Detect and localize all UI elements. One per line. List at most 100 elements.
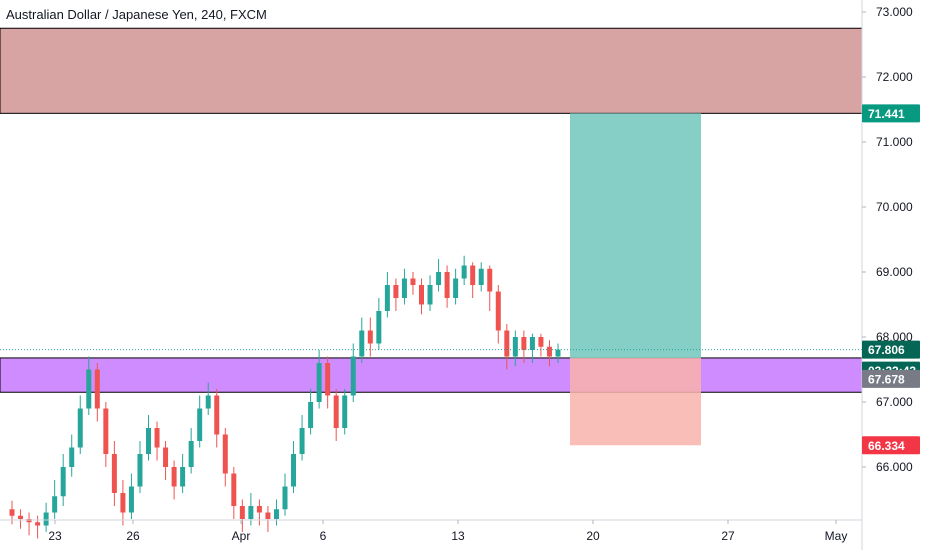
candle-body — [495, 291, 501, 331]
time-tick-label: 20 — [586, 529, 600, 543]
candle-body — [43, 512, 49, 526]
candles-layer — [9, 255, 561, 539]
candle-body — [359, 330, 365, 357]
price-tick-label: 71.000 — [876, 135, 913, 149]
time-tick-label: 26 — [126, 529, 140, 543]
candle-body — [111, 454, 117, 493]
candle-body — [342, 395, 348, 428]
candle-body — [60, 467, 66, 497]
zone-layer — [0, 27, 863, 446]
time-tick-label: 13 — [451, 529, 465, 543]
candle-body — [376, 311, 382, 344]
time-tick-label: May — [825, 529, 848, 543]
candle-body — [69, 447, 75, 467]
candle-body — [308, 402, 314, 428]
candle-body — [231, 473, 237, 506]
price-tick-label: 69.000 — [876, 265, 913, 279]
long-position-stop-zone[interactable] — [570, 357, 701, 446]
candle-body — [393, 285, 399, 298]
candle-body — [188, 441, 194, 467]
price-tick-label: 70.000 — [876, 200, 913, 214]
time-tick-label: 23 — [48, 529, 62, 543]
chart-title: Australian Dollar / Japanese Yen, 240, F… — [6, 7, 267, 22]
candle-body — [546, 346, 552, 357]
price-tick-label: 73.000 — [876, 5, 913, 19]
candle-body — [504, 330, 510, 357]
candle-body — [197, 408, 203, 441]
candle-body — [9, 509, 15, 516]
entry-price-label: 67.678 — [868, 372, 905, 386]
target-price-label-box — [862, 104, 920, 123]
candle-body — [137, 454, 143, 487]
candle-body — [222, 434, 228, 474]
candle-body — [333, 395, 339, 428]
candle-body — [77, 408, 83, 448]
candle-body — [478, 268, 484, 285]
candle-body — [120, 493, 126, 513]
candle-body — [205, 395, 211, 409]
candle-body — [214, 395, 220, 435]
price-tick-label: 66.000 — [876, 460, 913, 474]
candle-body — [444, 272, 450, 298]
target-price-label: 71.441 — [868, 107, 905, 121]
candle-body — [18, 515, 24, 519]
time-axis[interactable]: 23 26 Apr 6 13 20 27 May — [0, 519, 862, 543]
candle-body — [146, 428, 151, 454]
candle-body — [291, 454, 297, 487]
candle-body — [163, 447, 169, 467]
candle-body — [35, 522, 41, 526]
last-price-label: 67.806 — [868, 343, 905, 357]
candle-body — [470, 265, 476, 285]
stop-price-label-box — [862, 436, 920, 455]
candle-body — [154, 428, 160, 448]
candle-body — [248, 506, 254, 519]
candle-body — [86, 369, 92, 409]
last-price-label-box — [862, 340, 920, 359]
candle-body — [487, 268, 493, 292]
long-position-target-zone[interactable] — [570, 113, 701, 358]
price-tick-label: 72.000 — [876, 70, 913, 84]
candle-body — [427, 285, 433, 305]
candle-body — [453, 278, 459, 298]
candle-body — [529, 337, 535, 350]
time-tick-label: 6 — [320, 529, 327, 543]
candle-body — [94, 369, 100, 409]
candle-body — [103, 408, 109, 454]
candle-body — [436, 272, 442, 285]
candle-body — [128, 486, 134, 513]
candle-body — [521, 337, 527, 350]
candle-body — [555, 349, 561, 357]
candle-body — [410, 278, 416, 285]
candle-body — [299, 428, 305, 454]
stop-price-label: 66.334 — [868, 439, 905, 453]
candle-body — [538, 337, 544, 347]
candle-body — [325, 363, 331, 396]
candle-body — [52, 496, 58, 513]
candle-body — [350, 356, 356, 396]
candle-body — [401, 278, 407, 298]
resistance-zone[interactable] — [0, 27, 863, 114]
support-zone[interactable] — [0, 357, 863, 393]
price-tick-label: 68.000 — [876, 330, 913, 344]
candle-body — [171, 467, 177, 487]
candle-body — [282, 486, 288, 510]
candle-body — [367, 330, 373, 344]
time-tick-label: Apr — [232, 529, 251, 543]
candle-body — [419, 285, 424, 305]
candle-body — [265, 512, 271, 519]
candle-body — [26, 519, 32, 523]
candle-body — [512, 337, 518, 357]
price-axis[interactable]: 73.000 72.000 71.000 70.000 69.000 68.000 67.0… — [861, 0, 920, 550]
candle-body — [316, 363, 322, 402]
candle-body — [384, 285, 390, 311]
entry-price-label-box — [862, 369, 920, 388]
candle-body — [180, 467, 186, 487]
candle-body — [239, 506, 245, 519]
price-tick-label: 67.000 — [876, 395, 913, 409]
time-tick-label: 27 — [721, 529, 735, 543]
candle-body — [256, 506, 262, 513]
candle-body — [273, 509, 279, 519]
candle-body — [461, 265, 467, 279]
